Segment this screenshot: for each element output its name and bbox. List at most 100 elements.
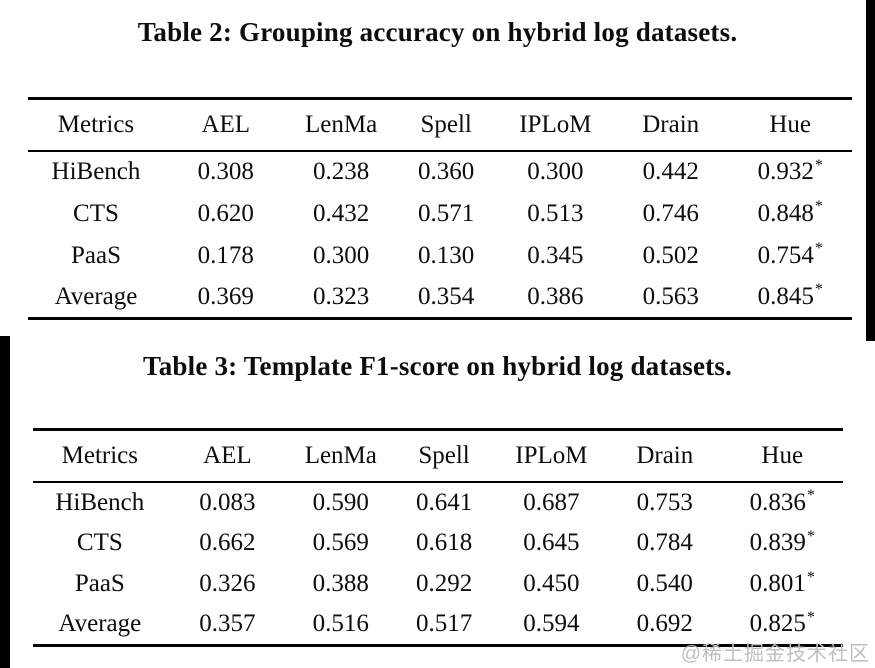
row-label: CTS — [76, 529, 123, 556]
value-cell: 0.645 — [495, 523, 608, 564]
cell-value: 0.450 — [523, 570, 580, 597]
cell-value: 0.784 — [636, 529, 693, 556]
significance-star: * — [814, 156, 823, 174]
value-cell: 0.753 — [608, 482, 721, 523]
value-cell: 0.784 — [608, 523, 721, 564]
cell-value: 0.517 — [415, 610, 473, 638]
value-cell: 0.590 — [288, 482, 393, 523]
table-row: PaaS 0.178 0.300 0.130 0.345 0.502 0.754* — [28, 235, 852, 277]
cell-value: 0.323 — [312, 282, 370, 310]
column-header: Hue — [769, 110, 812, 138]
value-cell: 0.300 — [288, 235, 395, 277]
significance-star: * — [806, 487, 815, 505]
value-cell: 0.836* — [721, 482, 843, 523]
cell-value: 0.754 — [757, 241, 814, 269]
column-header: LenMa — [305, 110, 378, 138]
table2-grouping-accuracy: Metrics AEL LenMa Spell IPLoM Drain Hue HiBenc… — [28, 97, 852, 320]
cell-value: 0.178 — [197, 241, 254, 269]
column-header: IPLoM — [515, 441, 588, 469]
cell-value: 0.360 — [418, 158, 475, 185]
cell-value: 0.618 — [415, 529, 473, 556]
cell-value: 0.130 — [418, 241, 475, 269]
value-cell: 0.357 — [167, 605, 289, 646]
table-row: CTS 0.620 0.432 0.571 0.513 0.746 0.848* — [28, 193, 852, 235]
cell-value: 0.825 — [749, 610, 806, 638]
cell-value: 0.839 — [749, 529, 806, 556]
value-cell: 0.292 — [393, 564, 494, 605]
value-cell: 0.848* — [728, 193, 852, 235]
value-cell: 0.354 — [395, 277, 498, 319]
significance-star: * — [814, 281, 823, 299]
row-label: HiBench — [55, 488, 145, 516]
row-label: PaaS — [74, 570, 125, 597]
value-cell: 0.308 — [164, 151, 288, 193]
cell-value: 0.326 — [199, 570, 256, 597]
value-cell: 0.386 — [498, 277, 613, 319]
cell-value: 0.662 — [199, 529, 256, 556]
value-cell: 0.845* — [728, 277, 852, 319]
cell-value: 0.238 — [312, 158, 370, 185]
cell-value: 0.388 — [312, 570, 369, 597]
table2-header-row: Metrics AEL LenMa Spell IPLoM Drain Hue — [28, 99, 852, 151]
cell-value: 0.516 — [312, 610, 369, 638]
column-header: Hue — [761, 441, 804, 469]
cell-value: 0.571 — [418, 199, 475, 227]
row-label: PaaS — [70, 241, 121, 269]
row-label: CTS — [73, 199, 119, 227]
cell-value: 0.753 — [636, 488, 693, 516]
table-row: PaaS 0.326 0.388 0.292 0.450 0.540 0.801* — [33, 564, 843, 605]
value-cell: 0.369 — [164, 277, 288, 319]
table-row: HiBench 0.083 0.590 0.641 0.687 0.753 0.836* — [33, 482, 843, 523]
cell-value: 0.594 — [523, 610, 580, 638]
cell-value: 0.801 — [749, 570, 806, 597]
table-row: HiBench 0.308 0.238 0.360 0.300 0.442 0.932* — [28, 151, 852, 193]
watermark: @稀土掘金技术社区 — [680, 643, 870, 665]
table-row: CTS 0.662 0.569 0.618 0.645 0.784 0.839* — [33, 523, 843, 564]
cell-value: 0.345 — [527, 241, 584, 269]
cell-value: 0.386 — [527, 282, 584, 310]
value-cell: 0.326 — [167, 564, 289, 605]
cell-value: 0.692 — [636, 610, 693, 638]
column-header: LenMa — [304, 441, 377, 469]
column-header: Spell — [420, 110, 472, 138]
cell-value: 0.845 — [757, 282, 814, 310]
value-cell: 0.618 — [393, 523, 494, 564]
value-cell: 0.687 — [495, 482, 608, 523]
cell-value: 0.641 — [415, 488, 473, 516]
table3-section: Table 3: Template F1-score on hybrid log… — [0, 346, 875, 647]
value-cell: 0.594 — [495, 605, 608, 646]
table-row: Average 0.357 0.516 0.517 0.594 0.692 0.825* — [33, 605, 843, 646]
table-row: Average 0.369 0.323 0.354 0.386 0.563 0.845* — [28, 277, 852, 319]
cell-value: 0.563 — [642, 282, 699, 310]
value-cell: 0.620 — [164, 193, 288, 235]
value-cell: 0.569 — [288, 523, 393, 564]
cell-value: 0.308 — [197, 158, 254, 185]
value-cell: 0.323 — [288, 277, 395, 319]
cell-value: 0.540 — [636, 570, 693, 597]
value-cell: 0.238 — [288, 151, 395, 193]
column-header: IPLoM — [519, 110, 592, 138]
cell-value: 0.513 — [527, 199, 584, 227]
value-cell: 0.641 — [393, 482, 494, 523]
cell-value: 0.590 — [312, 488, 369, 516]
value-cell: 0.571 — [395, 193, 498, 235]
value-cell: 0.746 — [613, 193, 728, 235]
cell-value: 0.848 — [757, 199, 814, 227]
cell-value: 0.620 — [197, 199, 254, 227]
value-cell: 0.563 — [613, 277, 728, 319]
column-header: Drain — [636, 441, 694, 469]
cell-value: 0.354 — [418, 282, 475, 310]
table3-header-row: Metrics AEL LenMa Spell IPLoM Drain Hue — [33, 430, 843, 482]
significance-star: * — [814, 240, 823, 258]
significance-star: * — [814, 198, 823, 216]
value-cell: 0.932* — [728, 151, 852, 193]
value-cell: 0.178 — [164, 235, 288, 277]
cell-value: 0.502 — [642, 241, 699, 269]
value-cell: 0.825* — [721, 605, 843, 646]
value-cell: 0.388 — [288, 564, 393, 605]
table2-caption: Table 2: Grouping accuracy on hybrid log… — [137, 17, 738, 47]
value-cell: 0.801* — [721, 564, 843, 605]
cell-value: 0.746 — [642, 199, 699, 227]
table3-caption: Table 3: Template F1-score on hybrid log… — [142, 351, 733, 381]
value-cell: 0.502 — [613, 235, 728, 277]
